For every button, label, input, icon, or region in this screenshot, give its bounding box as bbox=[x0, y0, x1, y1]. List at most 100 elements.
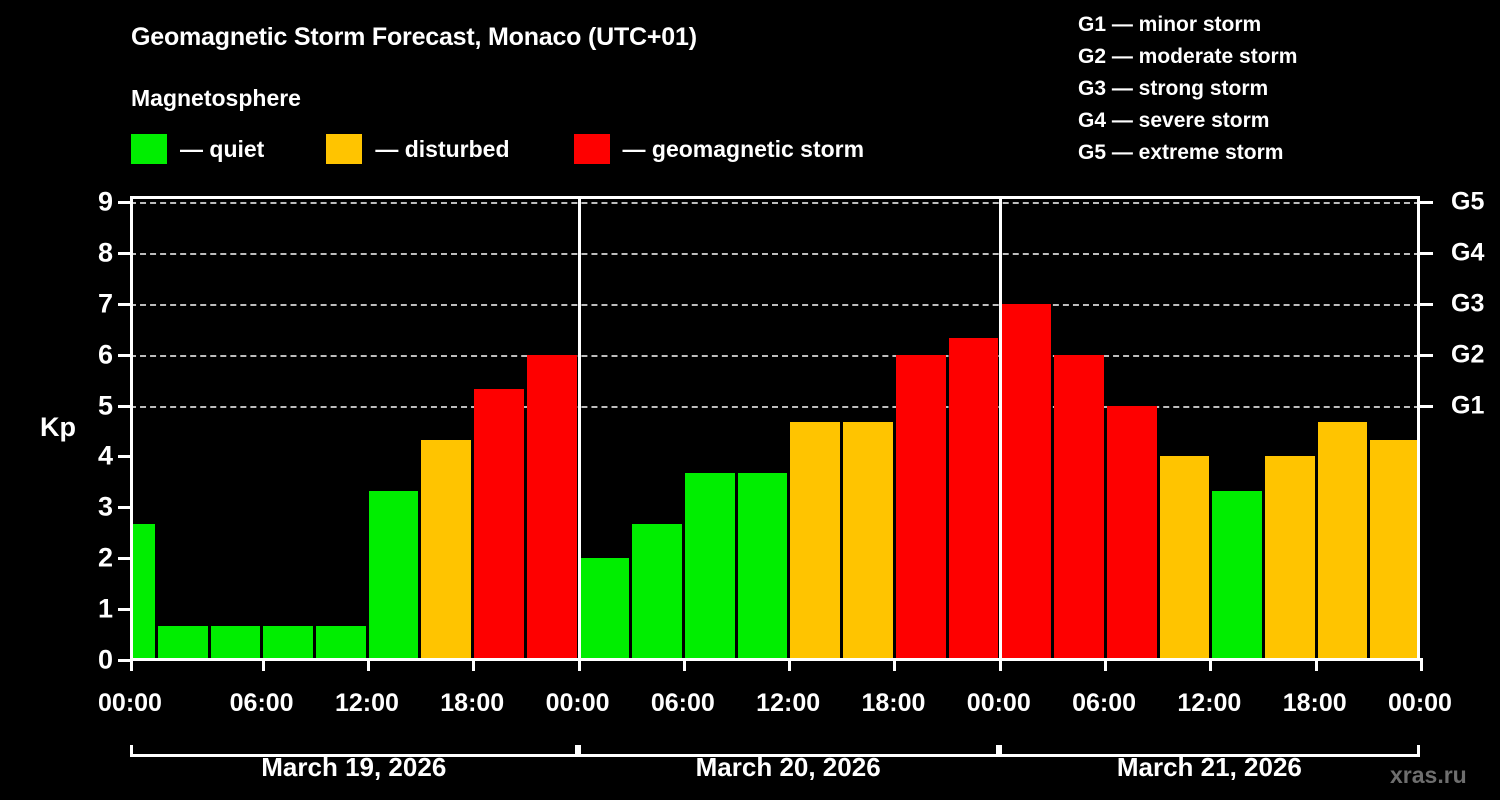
y-axis-tick-8 bbox=[118, 251, 131, 255]
legend: — quiet — disturbed — geomagnetic storm bbox=[131, 133, 864, 165]
legend-label-quiet: — quiet bbox=[180, 135, 265, 162]
y-axis-tick-label-0: 0 bbox=[97, 644, 113, 675]
bar[interactable] bbox=[1106, 405, 1157, 660]
g-axis-tick-g3 bbox=[1420, 302, 1433, 306]
bar[interactable] bbox=[1317, 422, 1368, 660]
g-axis-tick-g1 bbox=[1420, 404, 1433, 408]
x-axis-tick-label: 06:00 bbox=[229, 689, 294, 717]
y-axis-tick-7 bbox=[118, 302, 131, 306]
g-axis-tick-g2 bbox=[1420, 353, 1433, 357]
bar[interactable] bbox=[948, 337, 999, 660]
gscale-legend-item-g1: G1 — minor storm bbox=[1078, 13, 1262, 36]
x-axis-tick-label: 12:00 bbox=[1177, 689, 1242, 717]
x-axis-tick bbox=[472, 660, 476, 671]
bar[interactable] bbox=[632, 524, 683, 660]
legend-item-quiet: — quiet bbox=[131, 134, 264, 164]
gscale-legend: G1 — minor storm G2 — moderate storm G3 … bbox=[1078, 9, 1297, 169]
x-axis-tick-label: 00:00 bbox=[966, 689, 1031, 717]
bar[interactable] bbox=[685, 473, 735, 660]
g-axis-labels: G1 G2 G3 G4 G5 bbox=[1423, 0, 1500, 800]
page-title: Geomagnetic Storm Forecast, Monaco (UTC+… bbox=[131, 23, 697, 51]
bar[interactable] bbox=[526, 354, 577, 660]
bar[interactable] bbox=[1054, 354, 1104, 660]
bar[interactable] bbox=[843, 422, 893, 660]
gridline-kp-9 bbox=[130, 201, 1420, 204]
y-axis-tick-6 bbox=[118, 353, 131, 357]
day-bracket bbox=[577, 745, 999, 757]
x-axis-tick bbox=[998, 660, 1002, 671]
legend-label-disturbed: — disturbed bbox=[375, 135, 510, 162]
bar[interactable] bbox=[737, 473, 788, 660]
y-axis-tick-0 bbox=[118, 659, 131, 662]
legend-swatch-disturbed bbox=[326, 134, 363, 164]
legend-swatch-storm bbox=[573, 134, 610, 164]
g-axis-tick-g4 bbox=[1420, 251, 1433, 255]
bar[interactable] bbox=[790, 422, 841, 660]
bar[interactable] bbox=[1264, 456, 1315, 660]
g-axis-label-g2: G2 bbox=[1451, 340, 1485, 369]
chart-plot-area bbox=[130, 196, 1421, 660]
day-divider bbox=[998, 196, 1002, 660]
day-label: March 19, 2026 bbox=[261, 752, 447, 782]
y-axis-tick-4 bbox=[118, 455, 131, 459]
bar[interactable] bbox=[210, 625, 261, 660]
x-axis-tick-label: 00:00 bbox=[1388, 689, 1452, 717]
watermark: xras.ru bbox=[1390, 762, 1467, 788]
bar[interactable] bbox=[130, 524, 155, 660]
x-axis-tick bbox=[1104, 660, 1108, 671]
g-axis-label-g5: G5 bbox=[1451, 187, 1485, 216]
y-axis-tick-label-9: 9 bbox=[97, 186, 113, 217]
y-axis-tick-2 bbox=[118, 557, 131, 561]
gscale-legend-item-g2: G2 — moderate storm bbox=[1078, 45, 1298, 68]
x-axis-tick bbox=[1209, 660, 1213, 671]
x-axis-tick-label: 18:00 bbox=[861, 689, 926, 717]
x-axis-tick-label: 06:00 bbox=[650, 689, 715, 717]
y-axis-tick-label-2: 2 bbox=[97, 542, 113, 573]
bar[interactable] bbox=[1001, 303, 1052, 660]
x-axis-tick-label: 18:00 bbox=[1282, 689, 1347, 717]
x-axis-tick bbox=[366, 660, 370, 671]
bar[interactable] bbox=[579, 558, 630, 660]
x-axis-tick bbox=[893, 660, 897, 671]
bar[interactable] bbox=[316, 625, 366, 660]
gscale-legend-item-g4: G4 — severe storm bbox=[1078, 109, 1270, 132]
y-axis-tick-label-8: 8 bbox=[97, 237, 113, 268]
bar[interactable] bbox=[1370, 439, 1421, 660]
x-axis-tick-label: 18:00 bbox=[440, 689, 505, 717]
x-axis-line bbox=[130, 658, 1423, 661]
bar[interactable] bbox=[368, 490, 419, 660]
y-axis-tick-label-7: 7 bbox=[97, 288, 113, 319]
bar[interactable] bbox=[421, 439, 472, 660]
bar[interactable] bbox=[895, 354, 946, 660]
y-axis-tick-label-4: 4 bbox=[97, 440, 113, 471]
x-axis-tick bbox=[1314, 660, 1318, 671]
x-axis-tick bbox=[1420, 660, 1423, 671]
x-axis-tick-label: 12:00 bbox=[334, 689, 399, 717]
x-axis-tick bbox=[261, 660, 265, 671]
bar[interactable] bbox=[1212, 490, 1262, 660]
g-axis-tick-g5 bbox=[1420, 200, 1433, 204]
magnetosphere-label: Magnetosphere bbox=[131, 85, 301, 111]
x-axis-tick bbox=[577, 660, 581, 671]
day-bracket bbox=[130, 745, 578, 757]
x-axis-tick bbox=[788, 660, 792, 671]
gridline-kp-8 bbox=[130, 252, 1420, 255]
y-axis-title: Kp bbox=[40, 412, 76, 442]
g-axis-label-g1: G1 bbox=[1451, 391, 1485, 419]
bar[interactable] bbox=[157, 625, 208, 660]
legend-item-storm: — geomagnetic storm bbox=[573, 134, 865, 164]
x-axis-tick-label: 00:00 bbox=[98, 689, 162, 717]
x-axis-tick bbox=[130, 660, 133, 671]
y-axis-tick-1 bbox=[118, 608, 131, 612]
y-axis-tick-9 bbox=[118, 200, 131, 204]
legend-item-disturbed: — disturbed bbox=[326, 134, 510, 164]
x-axis-tick bbox=[682, 660, 686, 671]
bar[interactable] bbox=[263, 625, 314, 660]
legend-label-storm: — geomagnetic storm bbox=[622, 135, 865, 162]
gridline-kp-5 bbox=[130, 405, 1420, 408]
gridline-kp-7 bbox=[130, 303, 1420, 306]
day-bracket bbox=[998, 745, 1420, 757]
y-axis-tick-label-1: 1 bbox=[97, 593, 113, 624]
bar[interactable] bbox=[1159, 456, 1210, 660]
bar[interactable] bbox=[474, 388, 524, 660]
